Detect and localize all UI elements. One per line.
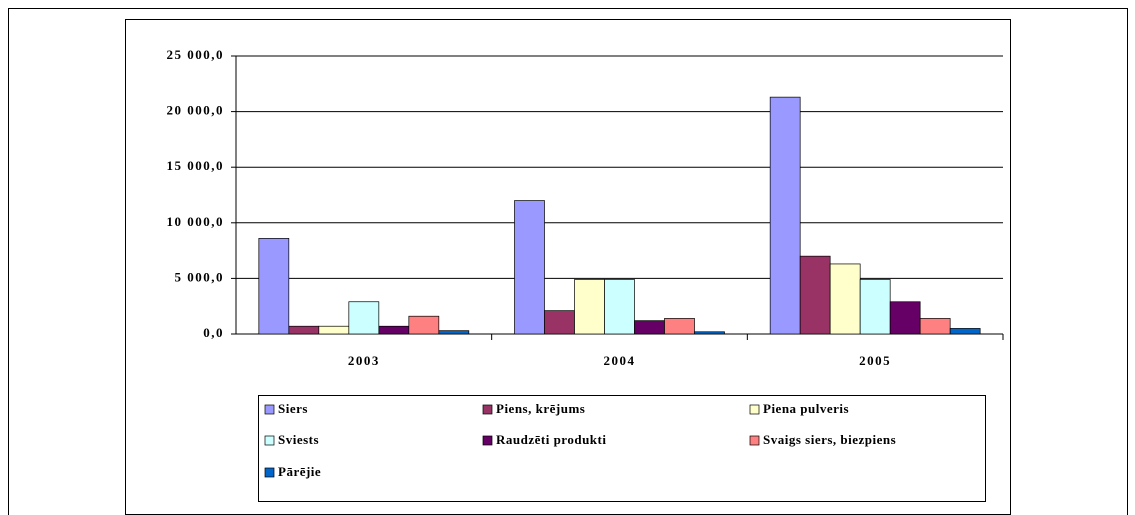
y-tick-label: 5 000,0 — [175, 269, 225, 284]
legend-swatch — [482, 435, 493, 446]
x-tick-label: 2004 — [604, 353, 636, 368]
bar — [574, 279, 605, 335]
legend-label: Raudzēti produkti — [496, 432, 606, 447]
bar — [288, 325, 320, 335]
bar — [258, 238, 290, 335]
legend-label: Siers — [278, 401, 308, 416]
bar — [634, 320, 665, 335]
legend-label: Svaigs siers, biezpiens — [763, 432, 896, 447]
bar — [949, 328, 981, 335]
x-tick-label: 2005 — [859, 353, 891, 368]
y-tick-label: 25 000,0 — [167, 47, 225, 62]
outer-frame — [8, 8, 1128, 515]
legend-label: Sviests — [278, 432, 319, 447]
bar — [829, 263, 861, 335]
bar — [348, 301, 380, 335]
x-tick-label: 2003 — [348, 353, 380, 368]
y-tick-label: 10 000,0 — [167, 214, 225, 229]
legend-frame — [258, 395, 986, 502]
bar — [769, 96, 801, 335]
legend-swatch — [749, 404, 760, 415]
bar — [318, 325, 350, 335]
legend-swatch — [264, 404, 275, 415]
y-tick-label: 20 000,0 — [167, 103, 225, 118]
y-tick-label: 15 000,0 — [167, 158, 225, 173]
bar — [919, 318, 951, 335]
bar — [799, 255, 831, 335]
legend-label: Piena pulveris — [763, 401, 849, 416]
bar — [408, 315, 440, 335]
bar — [378, 325, 410, 335]
bar — [664, 318, 695, 335]
legend-swatch — [749, 435, 760, 446]
legend-label: Piens, krējums — [496, 401, 585, 416]
y-tick-label: 0,0 — [203, 325, 224, 340]
bar — [438, 330, 470, 335]
bar — [604, 279, 635, 335]
legend-swatch — [264, 467, 275, 478]
bar — [889, 301, 921, 335]
bar — [694, 331, 725, 335]
bar — [514, 200, 545, 335]
legend-swatch — [482, 404, 493, 415]
bar — [544, 310, 575, 335]
legend-swatch — [264, 435, 275, 446]
legend-label: Pārējie — [278, 464, 321, 479]
bar — [859, 279, 891, 335]
